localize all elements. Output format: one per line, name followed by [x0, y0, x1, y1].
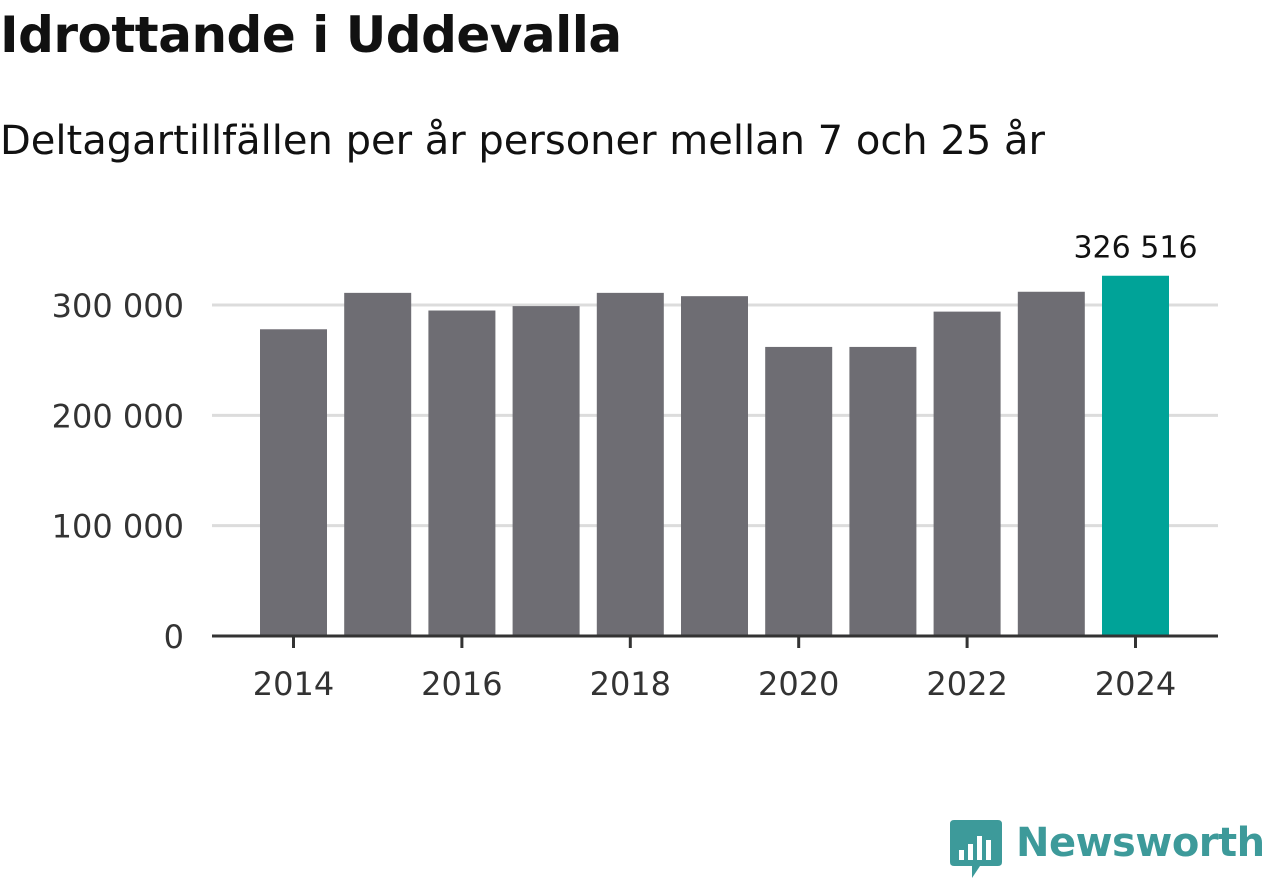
bar: [849, 346, 917, 636]
bar: [512, 306, 580, 636]
chart-subtitle: Deltagartillfällen per år personer mella…: [0, 118, 1045, 164]
axes: [212, 634, 1218, 648]
bar: [765, 346, 833, 636]
bars: [260, 275, 1169, 636]
data-label: 326 516: [1073, 231, 1197, 266]
brand-name: Newsworthy: [1016, 820, 1262, 866]
x-tick-label: 2014: [253, 665, 334, 703]
y-tick-label: 100 000: [52, 508, 184, 546]
x-tick-label: 2022: [926, 665, 1007, 703]
bar: [933, 311, 1001, 636]
x-tick-label: 2016: [421, 665, 502, 703]
bar: [344, 292, 412, 636]
bar-highlight: [1102, 275, 1169, 636]
x-tick-label: 2018: [590, 665, 671, 703]
newsworthy-logo: Newsworthy: [950, 818, 1262, 878]
bar-chart-speech-bubble-icon: [950, 820, 1002, 878]
y-tick-label: 0: [164, 618, 184, 656]
bar: [596, 292, 664, 636]
labels: 0 100 000 200 000 300 000 2014 2016 2018 2020 20…: [52, 231, 1198, 703]
bar: [1017, 291, 1085, 636]
x-tick-label: 2020: [758, 665, 839, 703]
chart-title: Idrottande i Uddevalla: [0, 6, 622, 64]
y-tick-label: 200 000: [52, 397, 184, 435]
x-tick-label: 2024: [1095, 665, 1176, 703]
y-tick-label: 300 000: [52, 287, 184, 325]
bar: [260, 329, 327, 636]
bar: [681, 296, 748, 636]
bar: [428, 310, 496, 636]
